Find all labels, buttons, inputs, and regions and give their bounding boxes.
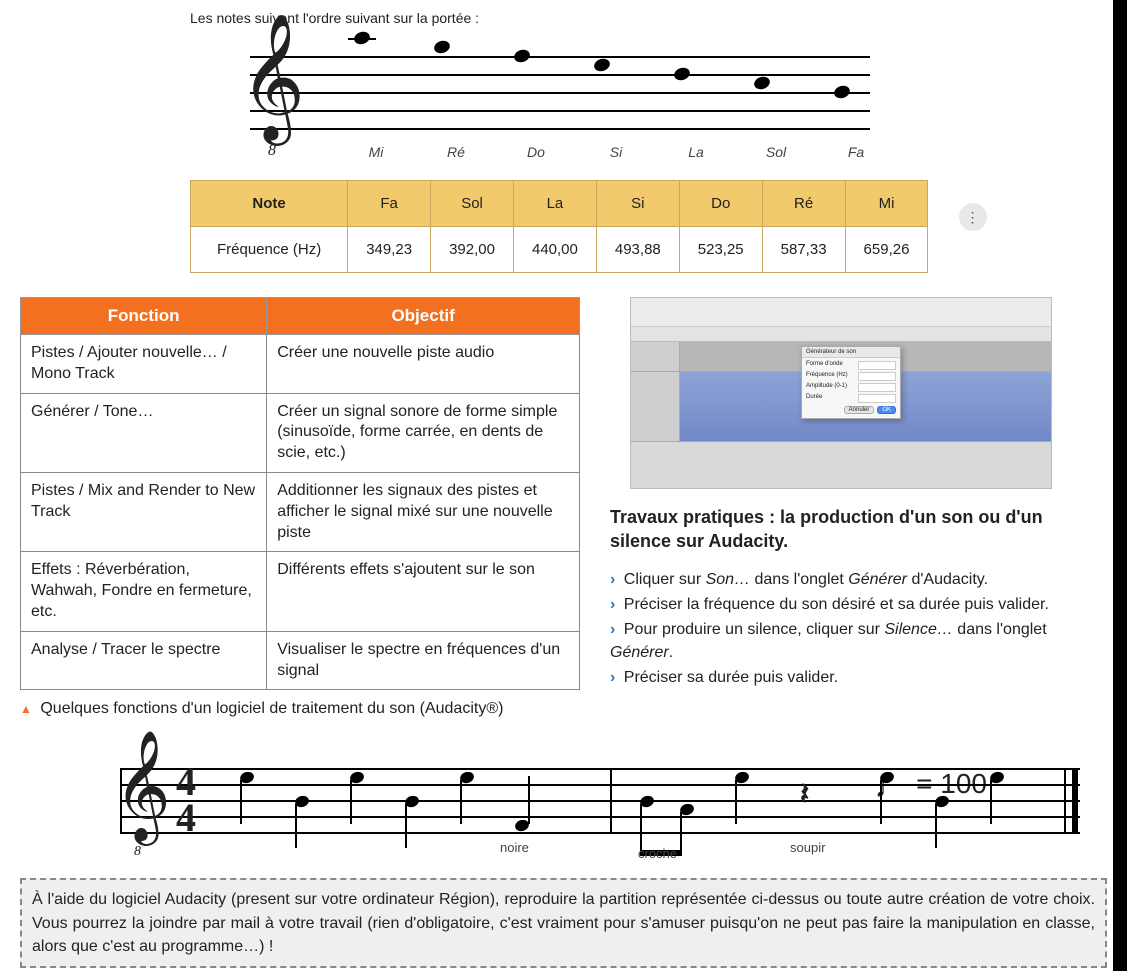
page-edge	[1113, 0, 1127, 971]
triangle-icon: ▲	[20, 702, 32, 716]
tp-title: Travaux pratiques : la production d'un s…	[610, 505, 1080, 554]
function-table: Fonction Objectif Pistes / Ajouter nouve…	[20, 297, 580, 690]
chevron-icon: ›	[610, 596, 615, 613]
frequency-table: Note Fa Sol La Si Do Ré Mi Fréquence (Hz…	[190, 180, 928, 273]
ok-button[interactable]: OK	[877, 406, 896, 414]
instructions: › Cliquer sur Son… dans l'onglet Générer…	[610, 568, 1080, 690]
cancel-button[interactable]: Annuler	[844, 406, 875, 414]
staff-1: 𝄞 8 Mi Ré Do Si La Sol Fa	[250, 56, 1107, 160]
overflow-menu-icon[interactable]: ⋮	[959, 203, 987, 231]
freq-row-label: Fréquence (Hz)	[191, 227, 348, 273]
score-annotations: noire croche soupir	[120, 840, 1080, 860]
intro-text: Les notes suivent l'ordre suivant sur la…	[190, 10, 1107, 26]
octave-8: 8	[268, 142, 276, 160]
chevron-icon: ›	[610, 669, 615, 686]
treble-clef-icon: 𝄞	[114, 738, 171, 834]
note-labels: Mi Ré Do Si La Sol Fa	[336, 144, 896, 160]
freq-header-note: Note	[191, 181, 348, 227]
audacity-screenshot: Générateur de son Forme d'onde Fréquence…	[630, 297, 1052, 489]
chevron-icon: ›	[610, 571, 615, 588]
assignment-box: À l'aide du logiciel Audacity (present s…	[20, 878, 1107, 968]
treble-clef-icon: 𝄞	[240, 22, 305, 132]
tone-dialog: Générateur de son Forme d'onde Fréquence…	[801, 346, 901, 419]
table-caption: ▲ Quelques fonctions d'un logiciel de tr…	[20, 700, 580, 718]
chevron-icon: ›	[610, 621, 615, 638]
quarter-rest-icon: 𝄽	[800, 778, 809, 812]
time-signature: 44	[176, 764, 196, 834]
score-2: ♩ = 100 𝄞 8 44	[20, 768, 1107, 860]
